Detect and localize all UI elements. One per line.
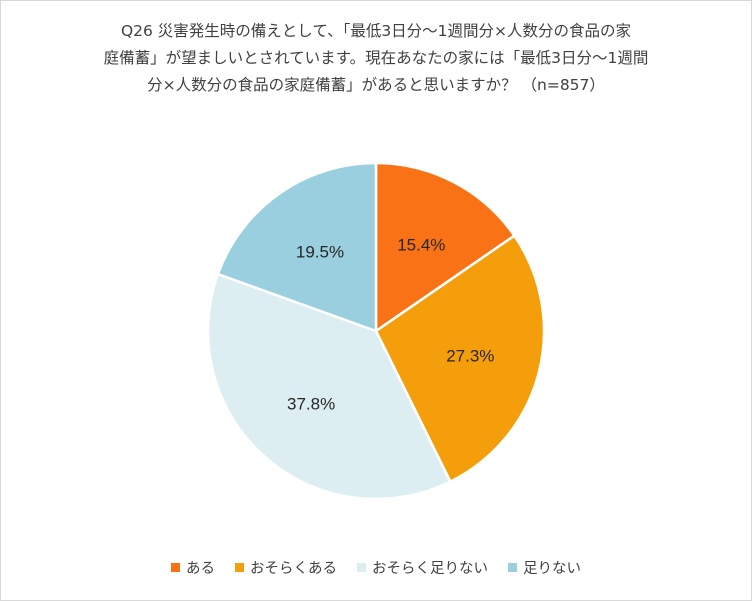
legend-item-3: おそらく足りない bbox=[357, 557, 488, 578]
legend-swatch bbox=[171, 563, 180, 572]
legend-label: ある bbox=[186, 561, 215, 577]
chart-title-line-1: Q26 災害発生時の備えとして、「最低3日分～1週間分×人数分の食品の家 bbox=[120, 22, 632, 40]
data-label-1: 15.4% bbox=[397, 236, 445, 255]
pie-slice-1 bbox=[374, 161, 517, 334]
legend-label: おそらく足りない bbox=[372, 561, 488, 577]
legend-item-4: 足りない bbox=[508, 557, 581, 578]
chart-title-line-2: 庭備蓄」が望ましいとされています。現在あなたの家には「最低3日分～1週間 bbox=[103, 49, 649, 67]
chart-title: Q26 災害発生時の備えとして、「最低3日分～1週間分×人数分の食品の家 庭備蓄… bbox=[40, 18, 712, 99]
legend-label: おそらくある bbox=[250, 561, 337, 577]
pie-slice-4 bbox=[216, 161, 378, 333]
legend-item-2: おそらくある bbox=[235, 557, 337, 578]
chart-legend: ある おそらくある おそらく足りない 足りない bbox=[0, 557, 752, 578]
data-label-4: 19.5% bbox=[296, 242, 344, 261]
chart-title-line-3: 分×人数分の食品の家庭備蓄」があると思いますか？ （n=857） bbox=[147, 76, 605, 94]
data-label-2: 27.3% bbox=[446, 347, 494, 366]
legend-item-1: ある bbox=[171, 557, 215, 578]
legend-label: 足りない bbox=[523, 561, 581, 577]
pie-slice-2 bbox=[374, 233, 546, 484]
legend-swatch bbox=[235, 563, 244, 572]
legend-swatch bbox=[508, 563, 517, 572]
pie-slice-3 bbox=[206, 272, 453, 501]
legend-swatch bbox=[357, 563, 366, 572]
data-label-3: 37.8% bbox=[287, 395, 335, 414]
